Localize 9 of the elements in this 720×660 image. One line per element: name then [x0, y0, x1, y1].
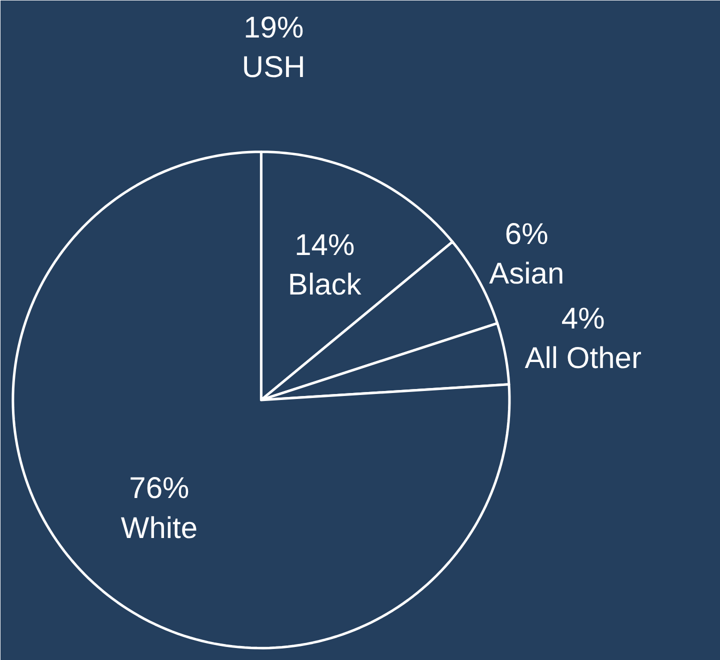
text: 19% USH [242, 11, 306, 84]
data-label: 14% [294, 228, 355, 262]
slice-label: All Other [524, 342, 642, 375]
slice-label: White [120, 512, 198, 545]
slice-label: Asian [489, 257, 564, 290]
slice-label: Black [288, 268, 362, 302]
data-label: 76% [129, 472, 190, 506]
data-label: 6% [504, 218, 548, 251]
data-label: 4% [561, 302, 605, 336]
